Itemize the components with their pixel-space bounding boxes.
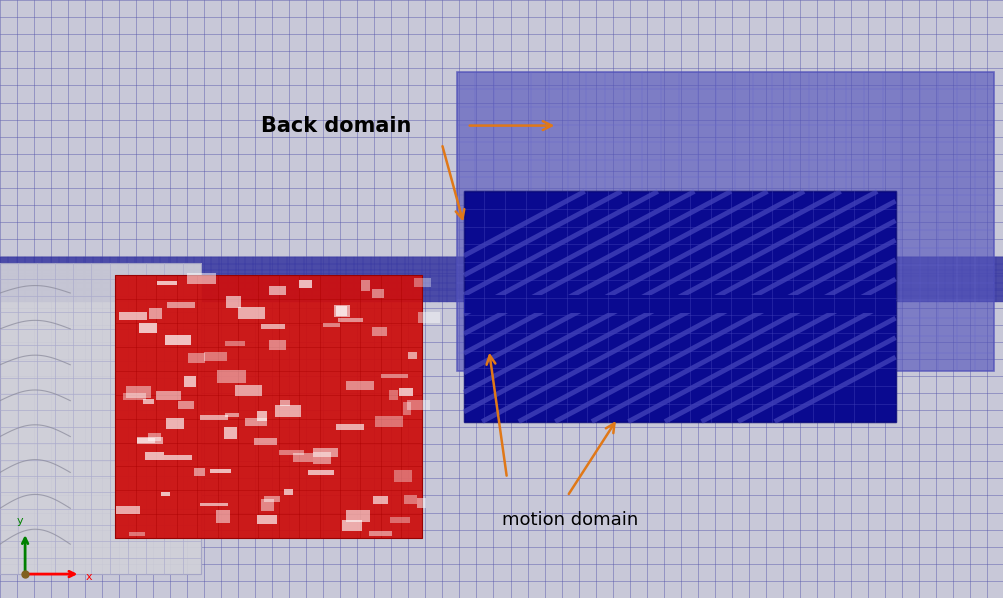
Bar (335, 425, 363, 429)
Bar (189, 353, 205, 364)
Bar (373, 496, 387, 504)
Bar (225, 413, 239, 417)
Bar (338, 319, 363, 322)
Bar (388, 389, 397, 400)
Bar (418, 312, 440, 323)
Bar (313, 448, 338, 456)
Bar (261, 499, 274, 511)
Text: motion domain: motion domain (502, 511, 638, 529)
Bar (226, 296, 241, 307)
Bar (217, 370, 246, 383)
Bar (138, 323, 156, 333)
Text: y: y (17, 516, 23, 526)
Bar (254, 438, 277, 446)
Bar (403, 495, 416, 505)
Bar (0, 257, 1003, 302)
Bar (313, 452, 331, 464)
Bar (279, 450, 303, 455)
Bar (201, 502, 229, 507)
Bar (456, 72, 993, 371)
Bar (323, 322, 340, 327)
Bar (216, 510, 230, 523)
Bar (136, 437, 162, 444)
Bar (164, 454, 193, 460)
Bar (393, 470, 411, 482)
Bar (380, 374, 407, 378)
Bar (413, 278, 430, 287)
Bar (129, 532, 145, 536)
Bar (299, 280, 312, 288)
Bar (188, 273, 217, 284)
Bar (204, 352, 227, 361)
Bar (225, 341, 245, 346)
Bar (164, 335, 191, 345)
Bar (156, 391, 181, 401)
Bar (245, 418, 267, 426)
Bar (178, 401, 195, 409)
Bar (463, 295, 895, 313)
Bar (115, 506, 139, 514)
Bar (0, 263, 201, 574)
Bar (407, 352, 417, 359)
Bar (118, 312, 147, 320)
Bar (165, 419, 184, 429)
Bar (257, 514, 277, 524)
Bar (143, 399, 153, 404)
Text: x: x (85, 572, 92, 582)
Bar (389, 517, 409, 523)
Bar (407, 400, 429, 410)
Bar (210, 469, 231, 474)
Text: Back domain: Back domain (261, 115, 411, 136)
Bar (372, 327, 386, 336)
Bar (346, 382, 373, 390)
Bar (284, 489, 292, 495)
Bar (333, 304, 349, 317)
Bar (372, 289, 383, 298)
Bar (342, 520, 361, 531)
Bar (148, 308, 161, 319)
Bar (238, 307, 265, 319)
Bar (145, 451, 164, 460)
Bar (125, 386, 151, 398)
Bar (224, 427, 237, 439)
Bar (137, 438, 154, 443)
Bar (399, 388, 412, 396)
Bar (402, 402, 410, 414)
Bar (257, 411, 267, 421)
Bar (269, 286, 285, 295)
Bar (275, 405, 300, 417)
Bar (360, 280, 369, 291)
Bar (161, 492, 171, 496)
Bar (308, 469, 333, 475)
Bar (235, 385, 262, 396)
Bar (261, 324, 285, 328)
Bar (264, 496, 280, 502)
Bar (194, 468, 205, 476)
Bar (374, 416, 402, 428)
Bar (184, 376, 196, 387)
Bar (280, 400, 290, 407)
Bar (293, 453, 312, 462)
Bar (269, 340, 286, 350)
Bar (148, 434, 161, 441)
Bar (168, 302, 196, 307)
Bar (463, 191, 895, 422)
Bar (335, 306, 347, 316)
Bar (156, 281, 177, 285)
Bar (345, 510, 370, 522)
Bar (200, 414, 229, 420)
Bar (115, 275, 421, 538)
Bar (122, 393, 145, 400)
Bar (368, 531, 391, 536)
Bar (416, 498, 426, 508)
